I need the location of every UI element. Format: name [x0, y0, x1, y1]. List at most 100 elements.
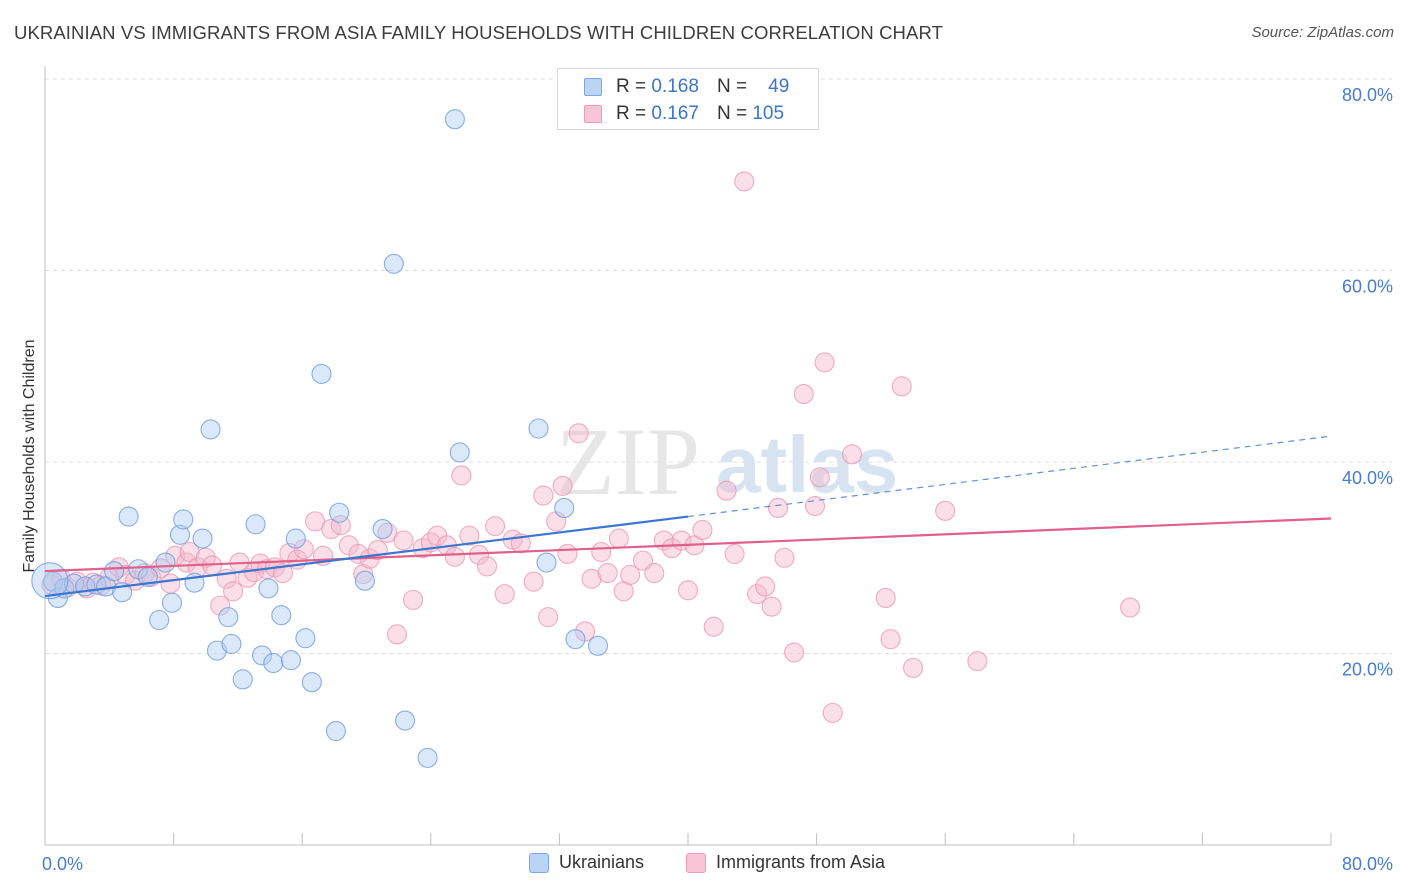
ukrainians-point [444, 109, 465, 130]
ukrainians-point [383, 253, 404, 274]
ukrainians-point [245, 514, 266, 535]
immigrants-point [403, 589, 424, 610]
r-label: R = [616, 76, 647, 97]
ukrainians-point [329, 502, 350, 523]
ukrainians-point [449, 442, 470, 463]
ukrainians-point [173, 509, 194, 530]
ukrainians-point [536, 552, 557, 573]
legend-label: Immigrants from Asia [716, 852, 886, 872]
series-legend: Ukrainians Immigrants from Asia [0, 852, 1406, 878]
immigrants-point [620, 564, 641, 586]
immigrants-point [761, 596, 782, 617]
immigrants-point [793, 383, 814, 405]
immigrants-point [891, 376, 912, 397]
immigrants-point [477, 556, 498, 577]
x-tick-label-min: 0.0% [42, 854, 83, 874]
source-credit: Source: ZipAtlas.com [1251, 24, 1394, 41]
ukrainians-point [285, 528, 306, 549]
ukrainians-point [325, 721, 347, 742]
immigrants-point [692, 519, 713, 541]
immigrants-point [1120, 597, 1141, 618]
immigrants-point [774, 547, 795, 568]
immigrants-point [880, 629, 901, 650]
n-label: N = [716, 76, 748, 97]
x-tick-label-max: 80.0% [1342, 854, 1393, 874]
legend-label: Ukrainians [559, 852, 645, 872]
immigrants-point [494, 584, 515, 605]
ukrainians-point [218, 607, 239, 628]
immigrants-point [581, 568, 602, 589]
axes [44, 66, 1332, 846]
ukrainians-point [271, 605, 292, 626]
trend-lines [44, 435, 1332, 598]
immigrants-point [485, 516, 506, 537]
ukrainians-point [149, 609, 170, 631]
immigrants-point [734, 171, 755, 192]
n-label: N = [716, 103, 748, 124]
immigrants-point [591, 541, 612, 563]
immigrants-point [557, 543, 578, 564]
immigrants-point [451, 465, 472, 486]
immigrants-point [386, 624, 408, 645]
r-value: 0.168 [651, 76, 699, 97]
immigrants-point [459, 525, 480, 546]
ukrainians-point [417, 747, 438, 768]
immigrants-point [160, 573, 181, 594]
stats-legend-row-immigrants: R = 0.167 N = 105 [584, 101, 784, 127]
chart-title: UKRAINIAN VS IMMIGRANTS FROM ASIA FAMILY… [14, 22, 943, 43]
ukrainians-point [31, 562, 69, 600]
y-tick-label: 80.0% [1342, 85, 1393, 105]
ukrainians-point [372, 518, 393, 540]
immigrants-trend-line [44, 517, 1332, 573]
n-value: 49 [768, 76, 790, 97]
immigrants-point [568, 423, 589, 444]
ukrainians-point [587, 635, 609, 656]
immigrants-point [716, 480, 737, 501]
ukrainians-point [42, 571, 64, 592]
immigrants-point [538, 607, 559, 628]
ukrainians-point [554, 497, 575, 519]
gridlines [45, 78, 1392, 654]
ukrainians-point [221, 633, 242, 654]
legend-item-ukrainians[interactable]: Ukrainians [529, 852, 644, 873]
ukrainians-point [311, 363, 332, 384]
immigrants-point [210, 595, 231, 616]
r-label: R = [616, 103, 647, 124]
immigrants-point [533, 485, 554, 506]
immigrants-point [814, 352, 835, 373]
ukrainians-point [104, 561, 125, 582]
legend-item-immigrants[interactable]: Immigrants from Asia [686, 852, 885, 873]
ukrainians-point [565, 629, 586, 650]
x-tick-labels: 0.0% 80.0% [42, 854, 1393, 874]
immigrants-point [967, 651, 988, 672]
series-ukrainians-points [31, 109, 609, 768]
immigrants-point [552, 475, 573, 496]
immigrants-point [767, 497, 789, 519]
stats-legend: R = 0.168 N = 49 R = 0.167 N = 105 [557, 68, 819, 130]
ukrainians-point [200, 419, 221, 440]
r-value: 0.167 [651, 103, 699, 124]
pink-swatch [584, 105, 602, 123]
watermark-atlas: atlas [716, 420, 898, 509]
ukrainians-point [118, 506, 139, 527]
immigrants-point [597, 563, 618, 584]
ukrainians-point [280, 650, 301, 671]
ukrainians-point [232, 669, 253, 690]
n-value: 105 [752, 103, 785, 124]
immigrants-point [875, 587, 896, 609]
ukrainians-trend-line [44, 515, 689, 598]
ukrainians-point [295, 628, 316, 649]
immigrants-point [293, 539, 314, 560]
ukrainians-point [528, 418, 549, 439]
ukrainians-point [155, 552, 176, 573]
immigrants-point [902, 657, 924, 678]
immigrants-point [724, 543, 745, 564]
immigrants-point [822, 702, 843, 723]
immigrants-point [353, 563, 374, 585]
y-tick-labels: 20.0% 40.0% 60.0% 80.0% [1342, 85, 1393, 680]
immigrants-point [632, 550, 654, 571]
blue-swatch [584, 78, 602, 96]
ukrainians-point [169, 524, 191, 545]
ukrainians-point [258, 578, 279, 599]
ukrainians-point [301, 672, 322, 693]
